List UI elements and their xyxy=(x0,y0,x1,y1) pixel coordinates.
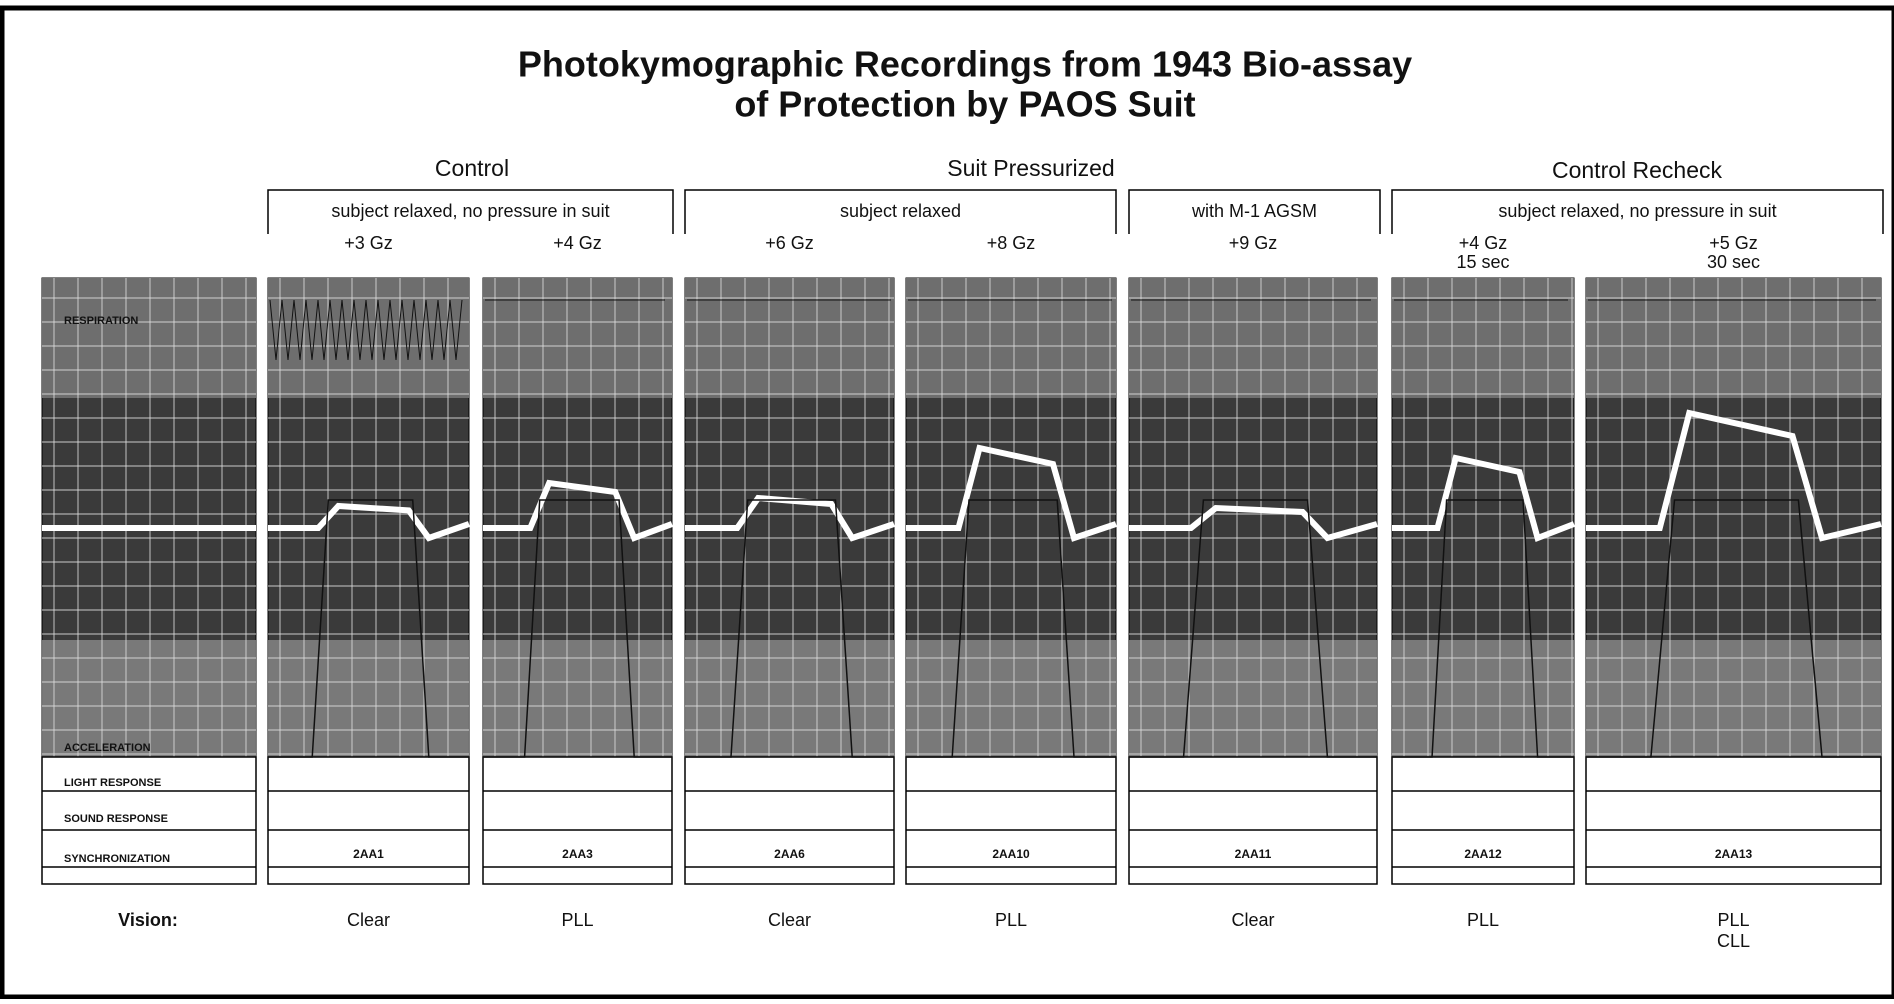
gz-label: +4 Gz xyxy=(553,233,602,253)
bracket xyxy=(1391,189,1884,234)
gz-label: +5 Gz xyxy=(1709,233,1758,253)
record-code: 2AA6 xyxy=(774,847,805,861)
bp-trace xyxy=(1129,504,1378,542)
recording-strip xyxy=(1128,277,1378,885)
bracket xyxy=(1128,189,1381,234)
response-rows xyxy=(482,756,673,885)
condition-label: subject relaxed, no pressure in suit xyxy=(331,201,609,221)
response-rows xyxy=(267,756,470,885)
record-code: 2AA13 xyxy=(1715,847,1753,861)
recording-strip xyxy=(41,277,257,885)
accel-trace xyxy=(1586,499,1881,758)
gz-label: +6 Gz xyxy=(765,233,814,253)
condition-label: with M-1 AGSM xyxy=(1191,201,1317,221)
vision-value: PLL xyxy=(1717,910,1749,930)
group-label: Control Recheck xyxy=(1552,157,1723,183)
vision-value: CLL xyxy=(1717,931,1750,951)
title: Photokymographic Recordings from 1943 Bi… xyxy=(518,44,1412,85)
gz-label: +9 Gz xyxy=(1229,233,1278,253)
bp-trace xyxy=(1392,454,1576,542)
condition-label: subject relaxed, no pressure in suit xyxy=(1498,201,1776,221)
recording-strip xyxy=(267,277,470,885)
recording-strip xyxy=(1391,277,1576,885)
accel-trace xyxy=(1129,499,1377,758)
vision-value: Clear xyxy=(768,910,811,930)
recording-strip xyxy=(684,277,895,885)
bp-trace xyxy=(1586,409,1882,542)
strip-top xyxy=(1586,278,1881,398)
gz-label: +4 Gz xyxy=(1459,233,1508,253)
strip-bottom xyxy=(1392,640,1574,758)
response-rows xyxy=(1585,756,1882,885)
response-rows xyxy=(41,756,257,885)
bp-trace xyxy=(483,479,674,542)
frame xyxy=(0,5,1894,1000)
record-code: 2AA10 xyxy=(992,847,1030,861)
gz-label: +8 Gz xyxy=(987,233,1036,253)
vision-value: PLL xyxy=(995,910,1027,930)
track-label: SOUND RESPONSE xyxy=(64,813,168,825)
record-code: 2AA3 xyxy=(562,847,593,861)
vision-label: Vision: xyxy=(118,910,178,930)
record-code: 2AA1 xyxy=(353,847,384,861)
strip-bottom xyxy=(1129,640,1377,758)
accel-trace xyxy=(685,499,894,758)
gz-label: 30 sec xyxy=(1707,252,1760,272)
gz-label: 15 sec xyxy=(1456,252,1509,272)
vision-value: PLL xyxy=(561,910,593,930)
gz-label: +3 Gz xyxy=(344,233,393,253)
response-rows xyxy=(905,756,1117,885)
accel-trace xyxy=(1392,499,1574,758)
vision-value: Clear xyxy=(1231,910,1274,930)
strip-top xyxy=(1129,278,1377,398)
strip-top xyxy=(42,278,256,398)
strip-bottom xyxy=(1586,640,1881,758)
record-code: 2AA11 xyxy=(1235,847,1272,861)
bracket xyxy=(684,189,1117,234)
track-label: ACCELERATION xyxy=(64,742,151,754)
title: of Protection by PAOS Suit xyxy=(734,84,1195,125)
strip-top xyxy=(685,278,894,398)
track-label: RESPIRATION xyxy=(64,315,138,327)
track-label: LIGHT RESPONSE xyxy=(64,777,161,789)
response-rows xyxy=(1391,756,1575,885)
accel-trace xyxy=(268,499,469,758)
track-label: SYNCHRONIZATION xyxy=(64,853,170,865)
record-code: 2AA12 xyxy=(1464,847,1502,861)
strip-top xyxy=(1392,278,1574,398)
strip-bottom xyxy=(906,640,1116,758)
bp-trace xyxy=(685,494,895,542)
strip-top xyxy=(483,278,672,398)
recording-strip xyxy=(1585,277,1882,885)
response-rows xyxy=(1128,756,1378,885)
recording-strip xyxy=(905,277,1117,885)
group-label: Suit Pressurized xyxy=(947,155,1114,181)
response-rows xyxy=(684,756,895,885)
bracket xyxy=(267,189,674,234)
accel-trace xyxy=(906,499,1116,758)
strip-top xyxy=(906,278,1116,398)
strip-bottom xyxy=(268,640,469,758)
accel-trace xyxy=(483,499,672,758)
vision-value: Clear xyxy=(347,910,390,930)
condition-label: subject relaxed xyxy=(840,201,961,221)
strip-bottom xyxy=(483,640,672,758)
vision-value: PLL xyxy=(1467,910,1499,930)
respiration-trace xyxy=(269,299,463,361)
bp-trace xyxy=(268,502,470,542)
recording-strip xyxy=(482,277,674,885)
bp-trace xyxy=(906,444,1117,542)
group-label: Control xyxy=(435,155,509,181)
strip-bottom xyxy=(685,640,894,758)
